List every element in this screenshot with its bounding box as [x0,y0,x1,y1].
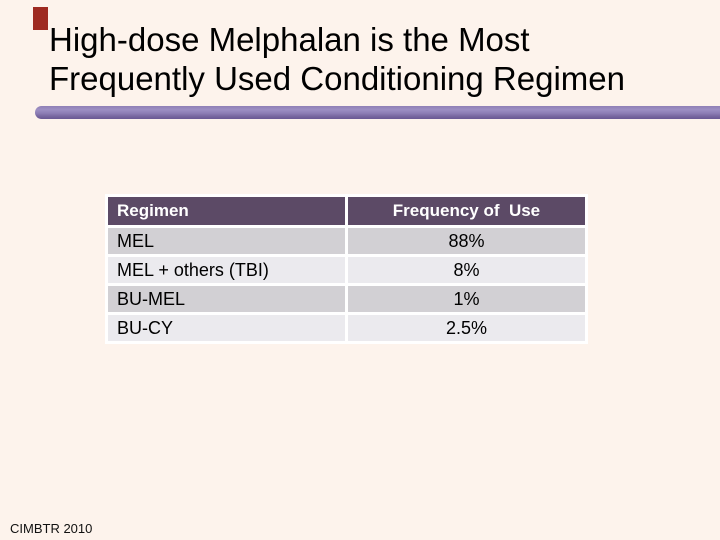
regimen-cell: MEL + others (TBI) [108,257,345,283]
frequency-cell: 2.5% [347,315,585,341]
frequency-cell: 8% [347,257,585,283]
table-row: MEL + others (TBI) 8% [108,257,585,283]
regimen-table-container: Regimen Frequency of Use MEL 88% MEL + o… [105,194,588,344]
slide-title: High-dose Melphalan is the Most Frequent… [49,20,709,98]
regimen-cell: BU-CY [108,315,345,341]
regimen-cell: BU-MEL [108,286,345,312]
slide-footer-citation: CIMBTR 2010 [10,521,93,536]
table-row: BU-MEL 1% [108,286,585,312]
regimen-cell: MEL [108,228,345,254]
red-accent-mark [33,7,48,30]
frequency-cell: 88% [347,228,585,254]
column-header-regimen: Regimen [108,197,345,225]
title-underline-bar [35,106,720,119]
frequency-cell: 1% [347,286,585,312]
table-row: MEL 88% [108,228,585,254]
slide-title-line-2: Frequently Used Conditioning Regimen [49,60,625,97]
slide-title-line-1: High-dose Melphalan is the Most [49,21,530,58]
column-header-frequency: Frequency of Use [347,197,585,225]
table-header-row: Regimen Frequency of Use [108,197,585,225]
regimen-frequency-table: Regimen Frequency of Use MEL 88% MEL + o… [105,194,588,344]
table-row: BU-CY 2.5% [108,315,585,341]
